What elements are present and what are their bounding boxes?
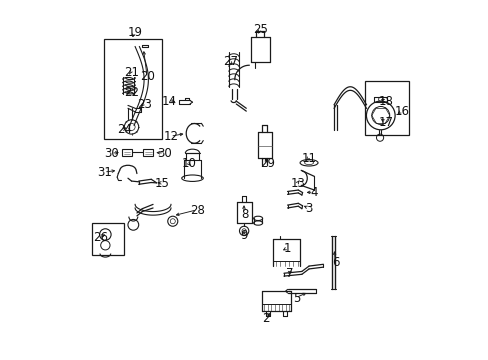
Text: 18: 18 <box>378 95 393 108</box>
Text: 31: 31 <box>97 166 112 179</box>
Bar <box>143 149 153 156</box>
Text: 3: 3 <box>305 202 312 215</box>
Text: 4: 4 <box>310 186 318 199</box>
Text: 16: 16 <box>394 105 409 118</box>
Text: 11: 11 <box>301 152 316 165</box>
Bar <box>104 40 162 139</box>
Text: 23: 23 <box>136 98 151 111</box>
Text: 1: 1 <box>283 242 291 255</box>
Text: 6: 6 <box>331 256 339 269</box>
Text: 29: 29 <box>260 157 275 170</box>
Bar <box>364 81 408 135</box>
Text: 12: 12 <box>163 130 178 144</box>
Text: 20: 20 <box>140 69 155 82</box>
Text: 26: 26 <box>93 231 108 244</box>
Text: 15: 15 <box>154 177 169 190</box>
Text: 25: 25 <box>253 23 267 36</box>
Text: 8: 8 <box>240 208 248 221</box>
Text: 27: 27 <box>222 55 237 68</box>
Text: 14: 14 <box>162 95 176 108</box>
Text: 30: 30 <box>104 147 119 159</box>
Text: 13: 13 <box>290 177 305 190</box>
Text: 2: 2 <box>262 311 269 325</box>
Text: 30: 30 <box>157 147 172 159</box>
Text: 24: 24 <box>117 123 132 136</box>
Text: 7: 7 <box>285 267 292 280</box>
Text: 10: 10 <box>181 157 196 170</box>
Bar <box>122 149 132 156</box>
Text: 17: 17 <box>378 116 393 129</box>
Text: 19: 19 <box>127 27 142 40</box>
Text: 22: 22 <box>124 86 139 99</box>
Text: 5: 5 <box>292 292 300 305</box>
Text: 9: 9 <box>240 229 248 242</box>
Text: 28: 28 <box>190 204 205 217</box>
Text: 21: 21 <box>124 66 139 79</box>
Bar <box>92 223 124 255</box>
